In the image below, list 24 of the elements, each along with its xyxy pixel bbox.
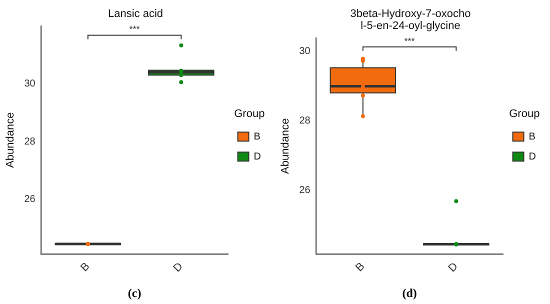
x-tick-label: D [171, 260, 186, 275]
y-tick-label: 30 [24, 78, 36, 90]
y-axis-title: Abundance [280, 118, 292, 174]
annotation: *** [129, 24, 140, 34]
text: (d) [402, 286, 417, 300]
y-tick-label: 28 [299, 115, 311, 126]
legend-title: Group [509, 108, 540, 120]
legend-label: D [254, 151, 262, 162]
y-axis-title: Abundance [4, 112, 17, 168]
y-tick-label: 26 [24, 194, 36, 205]
legend-label: B [254, 131, 261, 142]
y-tick-label: 28 [24, 136, 36, 148]
x-tick-label: B [354, 260, 368, 274]
chart-title: 3beta-Hydroxy-7-oxocho l-5-en-24-oyl-glycine [350, 8, 471, 32]
x-tick-label: B [78, 260, 92, 274]
y-tick-label: 30 [299, 46, 311, 57]
legend-title: Group [234, 108, 265, 120]
annotation: *** [404, 36, 416, 46]
y-tick-label: 26 [299, 185, 311, 196]
text: (c) [128, 286, 142, 300]
legend-label: B [528, 131, 536, 142]
chart-title: Lansic acid [108, 8, 164, 20]
x-tick-label: D [446, 260, 460, 275]
legend-label: D [528, 151, 536, 162]
